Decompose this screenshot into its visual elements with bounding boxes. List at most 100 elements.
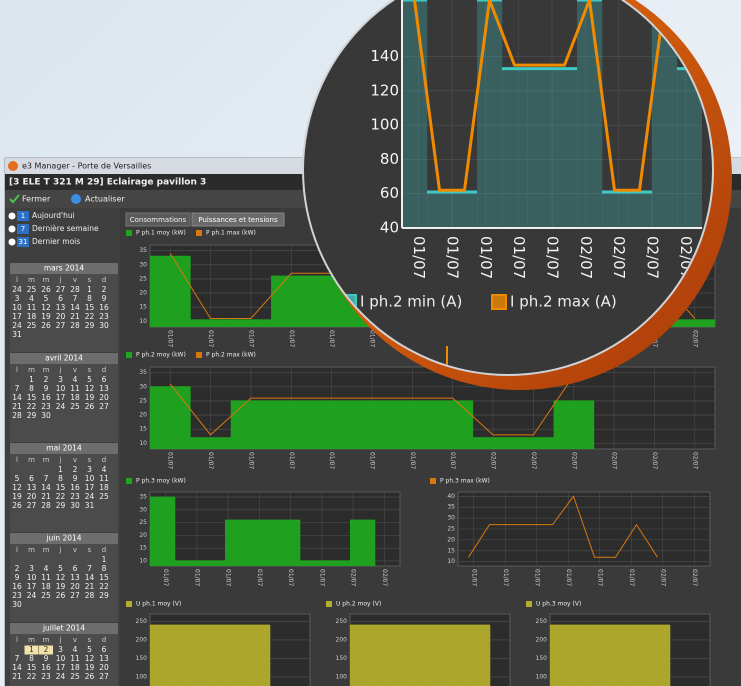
day[interactable]: 18 [41,582,51,591]
day[interactable]: 15 [27,393,37,402]
day[interactable]: 11 [99,474,109,483]
day[interactable]: 3 [58,375,63,384]
day[interactable]: 17 [85,483,95,492]
day[interactable]: 29 [27,411,37,420]
day[interactable]: 13 [56,303,66,312]
day[interactable]: 28 [70,285,80,294]
day[interactable]: 7 [15,654,20,663]
day[interactable]: 15 [85,303,95,312]
day[interactable]: 8 [58,474,63,483]
day[interactable]: 17 [56,663,66,672]
day[interactable]: 21 [41,492,51,501]
day[interactable]: 21 [70,312,80,321]
day[interactable]: 2 [44,645,49,654]
day[interactable]: 3 [15,294,20,303]
day[interactable]: 12 [56,573,66,582]
day[interactable]: 26 [85,402,95,411]
day[interactable]: 16 [12,582,22,591]
day[interactable]: 3 [58,645,63,654]
day[interactable]: 23 [41,672,51,681]
day[interactable]: 21 [12,672,22,681]
tab-label[interactable]: Puissances et tensions [198,216,278,224]
day[interactable]: 8 [87,294,92,303]
day[interactable]: 9 [44,654,49,663]
day[interactable]: 8 [29,654,34,663]
day[interactable]: 8 [29,384,34,393]
day[interactable]: 9 [15,573,20,582]
day[interactable]: 16 [41,393,51,402]
day[interactable]: 7 [87,564,92,573]
day[interactable]: 27 [70,591,80,600]
day[interactable]: 1 [102,555,107,564]
day[interactable]: 14 [12,393,22,402]
day[interactable]: 27 [99,672,109,681]
day[interactable]: 23 [12,591,22,600]
tab-label[interactable]: Consommations [130,216,187,224]
day[interactable]: 10 [27,573,37,582]
day[interactable]: 1 [29,375,34,384]
day[interactable]: 22 [56,492,66,501]
day[interactable]: 4 [73,375,78,384]
day[interactable]: 9 [102,294,107,303]
day[interactable]: 10 [12,303,22,312]
day[interactable]: 6 [29,474,34,483]
day[interactable]: 28 [12,411,22,420]
day[interactable]: 7 [44,474,49,483]
day[interactable]: 28 [85,591,95,600]
day[interactable]: 4 [44,564,49,573]
day[interactable]: 23 [70,492,80,501]
day[interactable]: 3 [87,465,92,474]
day[interactable]: 25 [41,591,51,600]
day[interactable]: 11 [27,303,37,312]
day[interactable]: 14 [12,663,22,672]
day[interactable]: 4 [73,645,78,654]
day[interactable]: 23 [41,402,51,411]
day[interactable]: 22 [85,312,95,321]
day[interactable]: 24 [56,672,66,681]
day[interactable]: 24 [12,321,22,330]
day[interactable]: 19 [12,492,22,501]
day[interactable]: 25 [99,492,109,501]
day[interactable]: 11 [70,654,80,663]
day[interactable]: 26 [41,321,51,330]
day[interactable]: 27 [56,321,66,330]
day[interactable]: 26 [85,672,95,681]
day[interactable]: 13 [99,384,109,393]
day[interactable]: 1 [29,645,34,654]
day[interactable]: 21 [12,402,22,411]
day[interactable]: 22 [27,672,37,681]
period-label[interactable]: Aujourd'hui [32,211,75,220]
day[interactable]: 17 [27,582,37,591]
day[interactable]: 24 [85,492,95,501]
day[interactable]: 12 [85,384,95,393]
radio[interactable] [8,225,16,233]
day[interactable]: 13 [27,483,37,492]
day[interactable]: 8 [102,564,107,573]
day[interactable]: 24 [12,285,22,294]
day[interactable]: 6 [73,564,78,573]
day[interactable]: 19 [85,663,95,672]
day[interactable]: 19 [85,393,95,402]
period-label[interactable]: Dernière semaine [32,224,99,233]
day[interactable]: 19 [41,312,51,321]
day[interactable]: 29 [56,501,66,510]
day[interactable]: 26 [56,591,66,600]
day[interactable]: 20 [27,492,37,501]
day[interactable]: 5 [44,294,49,303]
day[interactable]: 27 [27,501,37,510]
day[interactable]: 15 [56,483,66,492]
day[interactable]: 20 [70,582,80,591]
day[interactable]: 16 [70,483,80,492]
day[interactable]: 6 [58,294,63,303]
day[interactable]: 19 [56,582,66,591]
day[interactable]: 10 [56,654,66,663]
tab[interactable] [125,212,191,227]
day[interactable]: 16 [41,663,51,672]
day[interactable]: 2 [73,465,78,474]
day[interactable]: 12 [85,654,95,663]
day[interactable]: 30 [70,501,80,510]
day[interactable]: 17 [12,312,22,321]
day[interactable]: 5 [58,564,63,573]
day[interactable]: 4 [102,465,107,474]
day[interactable]: 29 [85,321,95,330]
